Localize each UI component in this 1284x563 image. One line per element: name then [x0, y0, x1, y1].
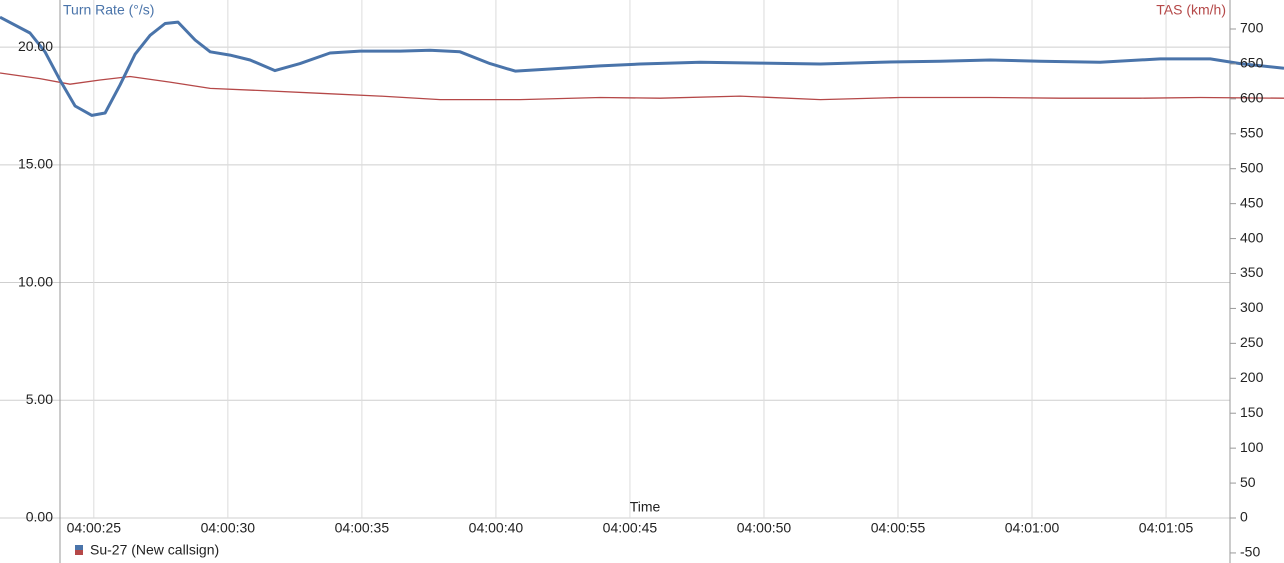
- y2-tick-label: 0: [1240, 509, 1248, 525]
- y-tick-label: 5.00: [26, 391, 53, 407]
- x-tick-label: 04:00:30: [201, 520, 256, 536]
- y2-tick-label: 100: [1240, 439, 1264, 455]
- y2-tick-label: 450: [1240, 194, 1264, 210]
- y2-tick-label: 600: [1240, 90, 1264, 106]
- legend-label[interactable]: Su-27 (New callsign): [90, 542, 219, 558]
- y2-tick-label: 550: [1240, 124, 1264, 140]
- y2-tick-label: 300: [1240, 299, 1264, 315]
- plot-lines: [0, 15, 1284, 117]
- grid: [0, 0, 1230, 519]
- y2-tick-label: 200: [1240, 369, 1264, 385]
- y2-tick-label: 400: [1240, 229, 1264, 245]
- x-tick-label: 04:01:05: [1139, 520, 1194, 536]
- y-tick-label: 20.00: [18, 38, 53, 54]
- x-axis-title: Time: [630, 499, 661, 515]
- x-tick-label: 04:00:45: [603, 520, 658, 536]
- y2-tick-label: -50: [1240, 544, 1260, 560]
- data-line: [0, 72, 1284, 101]
- y-tick-label: 0.00: [26, 509, 53, 525]
- x-tick-label: 04:00:25: [67, 520, 122, 536]
- y-tick-label: 15.00: [18, 156, 53, 172]
- x-tick-label: 04:00:55: [871, 520, 926, 536]
- x-tick-label: 04:00:40: [469, 520, 524, 536]
- x-tick-label: 04:00:35: [335, 520, 390, 536]
- x-tick-label: 04:00:50: [737, 520, 792, 536]
- y2-tick-label: 150: [1240, 404, 1264, 420]
- y2-tick-label: 500: [1240, 159, 1264, 175]
- legend-swatch: [75, 545, 83, 550]
- y2-tick-label: 50: [1240, 474, 1256, 490]
- y2-tick-label: 250: [1240, 334, 1264, 350]
- y-axis-title: Turn Rate (°/s): [63, 2, 154, 18]
- y-tick-label: 10.00: [18, 273, 53, 289]
- legend-swatch: [75, 550, 83, 555]
- y2-tick-label: 700: [1240, 20, 1264, 36]
- y2-tick-label: 350: [1240, 264, 1264, 280]
- data-line: [0, 15, 1284, 117]
- y2-tick-label: 650: [1240, 55, 1264, 71]
- y2-axis-title: TAS (km/h): [1156, 2, 1226, 18]
- x-tick-label: 04:01:00: [1005, 520, 1060, 536]
